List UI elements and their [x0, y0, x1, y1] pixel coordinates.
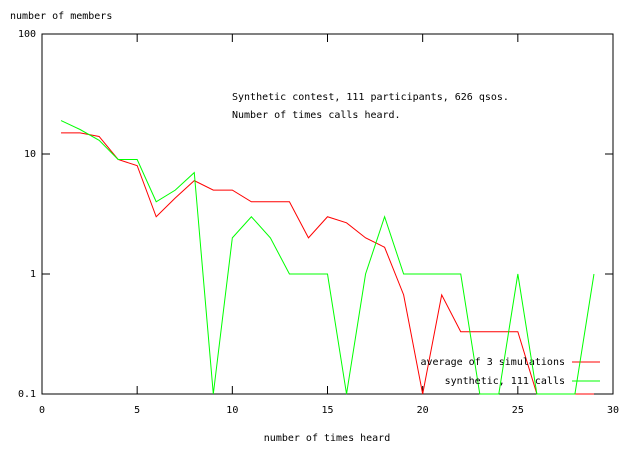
annotation: Number of times calls heard.	[232, 110, 401, 121]
y-tick-label: 0.1	[18, 389, 36, 400]
legend-label: average of 3 simulations	[421, 357, 566, 368]
data-line	[60, 120, 595, 395]
x-axis-label: number of times heard	[264, 433, 390, 444]
x-tick-label: 30	[607, 405, 619, 416]
x-tick-label: 25	[512, 405, 524, 416]
data-line	[61, 132, 594, 395]
plot-border	[41, 33, 614, 395]
x-tick-label: 15	[321, 405, 333, 416]
y-tick-label: 1	[30, 269, 36, 280]
annotation: Synthetic contest, 111 participants, 626…	[232, 92, 509, 103]
legend-label: synthetic, 111 calls	[445, 376, 565, 387]
x-tick-label: 5	[134, 405, 140, 416]
y-axis-label: number of members	[10, 11, 112, 22]
x-tick-label: 20	[417, 405, 429, 416]
y-tick-label: 10	[24, 149, 36, 160]
x-tick-label: 0	[39, 405, 45, 416]
y-tick-label: 100	[18, 29, 36, 40]
x-tick-label: 10	[226, 405, 238, 416]
